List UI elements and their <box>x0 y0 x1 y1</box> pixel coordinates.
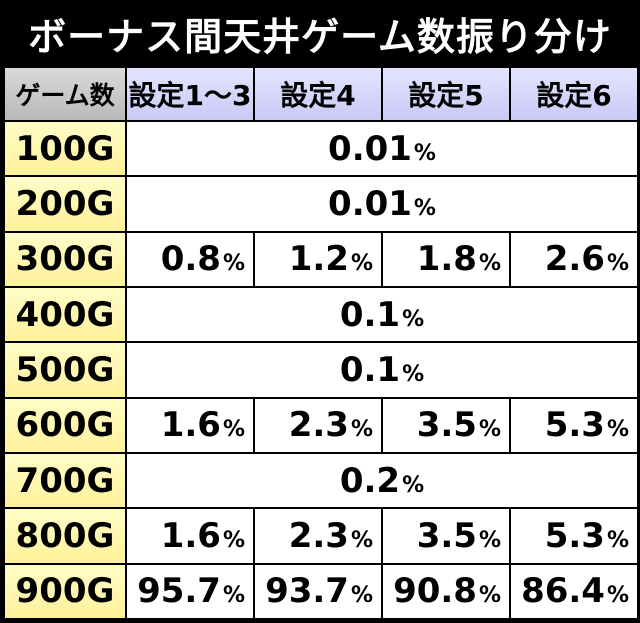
page-title: ボーナス間天井ゲーム数振り分け <box>0 0 640 66</box>
percent-sign: % <box>222 417 245 443</box>
rate-cell: 1.6% <box>125 396 255 454</box>
rate-value: 1.8 <box>416 239 477 280</box>
header-setting-6: 設定6 <box>509 66 639 122</box>
header-game-count: ゲーム数 <box>3 66 127 122</box>
rate-value: 2.6 <box>544 239 605 280</box>
header-setting-4: 設定4 <box>253 66 383 122</box>
rate-value: 0.2 <box>339 460 401 501</box>
row-label: 700G <box>3 451 127 510</box>
rate-value: 5.3 <box>544 405 605 446</box>
row-label: 300G <box>3 230 127 288</box>
rate-cell: 3.5% <box>381 507 511 565</box>
rate-cell: 5.3% <box>509 396 639 454</box>
rate-cell: 3.5% <box>381 396 511 454</box>
table-row: 500G 0.1% <box>3 341 639 399</box>
rate-cell: 5.3% <box>509 507 639 565</box>
table-row: 400G 0.1% <box>3 285 639 344</box>
percent-sign: % <box>478 417 501 443</box>
rate-cell: 1.6% <box>125 507 255 565</box>
table-row: 900G 95.7% 93.7% 90.8% 86.4% <box>3 562 639 621</box>
rate-cell: 93.7% <box>253 562 383 621</box>
rate-cell: 1.2% <box>253 230 383 288</box>
distribution-table: ゲーム数 設定1～3 設定4 設定5 設定6 100G 0.01% 200G 0.01… <box>3 66 639 621</box>
rate-value: 93.7 <box>265 571 349 612</box>
rate-cell: 0.8% <box>125 230 255 288</box>
rate-value: 0.01 <box>328 183 412 224</box>
percent-sign: % <box>350 527 373 553</box>
percent-sign: % <box>222 527 245 553</box>
rate-cell: 1.8% <box>381 230 511 288</box>
percent-sign: % <box>413 140 436 166</box>
table-row: 800G 1.6% 2.3% 3.5% 5.3% <box>3 507 639 565</box>
percent-sign: % <box>606 251 629 277</box>
rate-cell: 2.6% <box>509 230 639 288</box>
percent-sign: % <box>606 527 629 553</box>
rate-value: 1.2 <box>288 239 349 280</box>
rate-value: 1.6 <box>160 515 221 556</box>
rate-value: 0.8 <box>160 239 221 280</box>
percent-sign: % <box>478 583 501 609</box>
row-label: 500G <box>3 341 127 399</box>
percent-sign: % <box>222 251 245 277</box>
table-row: 600G 1.6% 2.3% 3.5% 5.3% <box>3 396 639 454</box>
rate-value: 2.3 <box>288 515 349 556</box>
table-row: 200G 0.01% <box>3 175 639 233</box>
percent-sign: % <box>606 417 629 443</box>
percent-sign: % <box>402 306 425 332</box>
percent-sign: % <box>350 417 373 443</box>
rate-value: 5.3 <box>544 515 605 556</box>
rate-cell: 2.3% <box>253 507 383 565</box>
rate-cell: 86.4% <box>509 562 639 621</box>
percent-sign: % <box>402 361 425 387</box>
percent-sign: % <box>402 472 425 498</box>
percent-sign: % <box>222 583 245 609</box>
merged-rate-cell: 0.2% <box>125 451 639 510</box>
rate-value: 0.1 <box>339 294 401 335</box>
table-row: 300G 0.8% 1.2% 1.8% 2.6% <box>3 230 639 288</box>
rate-value: 3.5 <box>416 515 477 556</box>
header-row: ゲーム数 設定1～3 設定4 設定5 設定6 <box>3 66 639 122</box>
merged-rate-cell: 0.01% <box>125 119 639 178</box>
percent-sign: % <box>350 583 373 609</box>
rate-value: 3.5 <box>416 405 477 446</box>
row-label: 100G <box>3 119 127 178</box>
table-row: 700G 0.2% <box>3 451 639 510</box>
percent-sign: % <box>478 251 501 277</box>
percent-sign: % <box>606 583 629 609</box>
row-label: 900G <box>3 562 127 621</box>
rate-cell: 90.8% <box>381 562 511 621</box>
rate-cell: 95.7% <box>125 562 255 621</box>
rate-value: 0.01 <box>328 128 412 169</box>
rate-value: 90.8 <box>393 571 477 612</box>
percent-sign: % <box>478 527 501 553</box>
rate-value: 86.4 <box>521 571 605 612</box>
rate-value: 1.6 <box>160 405 221 446</box>
header-setting-5: 設定5 <box>381 66 511 122</box>
percent-sign: % <box>350 251 373 277</box>
rate-cell: 2.3% <box>253 396 383 454</box>
rate-value: 2.3 <box>288 405 349 446</box>
merged-rate-cell: 0.1% <box>125 285 639 344</box>
percent-sign: % <box>413 195 436 221</box>
rate-value: 95.7 <box>137 571 221 612</box>
table-row: 100G 0.01% <box>3 119 639 178</box>
merged-rate-cell: 0.01% <box>125 175 639 233</box>
row-label: 800G <box>3 507 127 565</box>
row-label: 400G <box>3 285 127 344</box>
rate-value: 0.1 <box>339 349 401 390</box>
row-label: 600G <box>3 396 127 454</box>
row-label: 200G <box>3 175 127 233</box>
merged-rate-cell: 0.1% <box>125 341 639 399</box>
header-setting-1-3: 設定1～3 <box>125 66 255 122</box>
